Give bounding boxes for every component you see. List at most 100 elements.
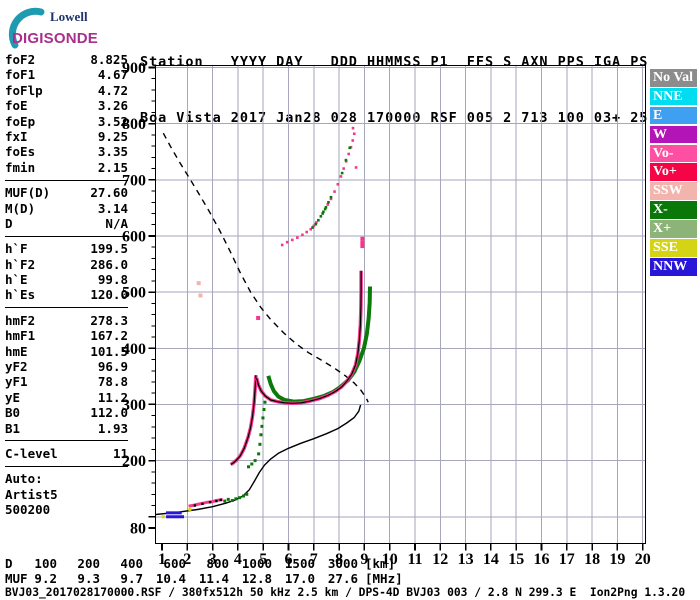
- plot-border: [154, 64, 647, 545]
- muf-cell: 9.2: [34, 571, 57, 586]
- param-value: 286.0: [90, 256, 128, 272]
- x-tick-label: 10: [382, 551, 398, 568]
- x-tick-label: 1: [158, 551, 166, 568]
- param-row: h`E 99.8: [5, 272, 128, 287]
- legend-item: Vo+: [650, 163, 697, 182]
- param-value: 167.2: [90, 328, 128, 344]
- param-label: fxI: [5, 128, 28, 144]
- param-value: 9.25: [97, 128, 128, 144]
- param-row: B1 1.93: [5, 421, 128, 436]
- x-axis: 1 2 3 4 5 6 7 8 9 10 11 12 13 14 15 16 17 18 19 20: [158, 543, 651, 568]
- y-tick-label: 800: [122, 116, 146, 133]
- x-tick-label: 5: [259, 551, 267, 568]
- param-label: foF2: [5, 52, 36, 67]
- legend-item-label: Vo-: [653, 145, 674, 161]
- distance-cell: 800: [206, 556, 229, 571]
- series-second-hop-x-mode: [311, 146, 352, 229]
- x-tick-label: 20: [635, 551, 651, 568]
- param-value: 3.26: [97, 98, 128, 114]
- y-tick-label: 600: [122, 228, 146, 245]
- file-info-line: BVJ03_2017028170000.RSF / 380fx512h 50 k…: [5, 586, 686, 599]
- param-row: foF1 4.67: [5, 67, 128, 82]
- y-tick-label: 900: [122, 60, 146, 77]
- param-row: hmF2 278.3: [5, 313, 128, 328]
- param-label: yE: [5, 389, 21, 405]
- logo-digisonde-text: DIGISONDE: [12, 30, 98, 47]
- param-value: 11: [112, 445, 128, 461]
- param-row: foEs 3.35: [5, 144, 128, 159]
- series-nnw-echo-bars: [166, 511, 185, 519]
- plot-grid: [155, 65, 646, 544]
- legend-item-label: NNE: [653, 88, 683, 104]
- param-label: foFlp: [5, 82, 43, 98]
- param-label: foF1: [5, 67, 36, 83]
- row-label: MUF: [5, 571, 28, 586]
- legend-item-label: W: [653, 126, 667, 142]
- param-value: 1.93: [97, 420, 128, 436]
- param-value: 27.60: [90, 185, 128, 201]
- distance-row: D 100 200 400 600 800 1000 1500 3000 [km]: [5, 556, 395, 571]
- legend-item: Vo-: [650, 144, 697, 163]
- param-row: yE 11.2: [5, 390, 128, 405]
- series-ssw-doppler-marks: [196, 281, 203, 298]
- param-row: hmE 101.5: [5, 344, 128, 359]
- logo-arc-icon: [8, 7, 45, 49]
- y-tick-label: 300: [122, 397, 146, 414]
- param-row: h`Es 120.0: [5, 287, 128, 302]
- param-value: 11.2: [97, 389, 128, 405]
- scaled-parameters-panel: foF2 8.825 foF1 4.67 foFlp 4.72 foE 3.26 foEp 3.5…: [5, 52, 128, 518]
- legend-item: NNW: [650, 257, 697, 276]
- x-tick-label: 19: [609, 551, 625, 568]
- row-label: D: [5, 556, 13, 571]
- distance-cell: 3000: [327, 556, 358, 571]
- param-label: MUF(D): [5, 185, 51, 201]
- legend-item-label: No Val: [653, 70, 694, 85]
- param-label: h`F: [5, 241, 28, 257]
- panel-divider: [5, 440, 128, 442]
- lowell-digisonde-logo: Lowell DIGISONDE: [8, 5, 133, 53]
- row-unit: [km]: [365, 556, 396, 571]
- muf-cell: 10.4: [155, 571, 186, 586]
- x-tick-label: 6: [285, 551, 293, 568]
- param-row: h`F 199.5: [5, 241, 128, 256]
- legend-item: SSE: [650, 239, 697, 257]
- legend-item-label: X-: [653, 202, 668, 218]
- x-tick-label: 8: [335, 551, 343, 568]
- echo-status-legend: No Val NNE E W Vo- Vo+ SSW X- X+ SSE NNW: [650, 69, 697, 277]
- auto-scaler-line: Artist5: [5, 486, 58, 502]
- logo-lowell-text: Lowell: [50, 9, 88, 24]
- x-tick-label: 12: [432, 551, 448, 568]
- param-label: foEp: [5, 113, 36, 129]
- param-label: hmF1: [5, 328, 36, 344]
- series-es-trace-x-dots: [223, 492, 249, 503]
- muf-row: MUF 9.2 9.3 9.7 10.4 11.4 12.8 17.0 27.6 [MHz]: [5, 571, 403, 586]
- legend-item-label: E: [653, 107, 663, 123]
- param-label: foEs: [5, 144, 36, 160]
- param-label: M(D): [5, 200, 36, 216]
- legend-item: X+: [650, 220, 697, 238]
- series-spread-f-marks: [256, 236, 365, 320]
- param-value: 2.15: [97, 159, 128, 175]
- series-sse-doppler-marks: [161, 507, 192, 519]
- param-value: N/A: [105, 215, 128, 231]
- series-es-trace-black-dots: [193, 498, 222, 507]
- muf-cell: 9.7: [120, 571, 143, 586]
- legend-item-label: SSE: [653, 240, 678, 256]
- param-value: 3.14: [97, 200, 128, 216]
- auto-scaler-line: 500200: [5, 502, 51, 518]
- param-label: B1: [5, 420, 21, 436]
- legend-item-label: Vo+: [653, 164, 677, 180]
- panel-divider: [5, 179, 128, 181]
- param-label: h`Es: [5, 287, 36, 303]
- x-tick-label: 2: [183, 551, 191, 568]
- param-row: fmin 2.15: [5, 160, 128, 175]
- x-tick-label: 3: [209, 551, 217, 568]
- y-tick-label: 200: [122, 453, 146, 470]
- y-axis: 900 800 700 600 500 400 300 200 80: [122, 60, 156, 538]
- param-row: C-level 11: [5, 446, 128, 461]
- distance-cell: 400: [120, 556, 143, 571]
- param-value: 4.72: [97, 82, 128, 98]
- param-row: M(D) 3.14: [5, 201, 128, 216]
- muf-cell: 27.6: [327, 571, 358, 586]
- param-label: hmE: [5, 343, 28, 359]
